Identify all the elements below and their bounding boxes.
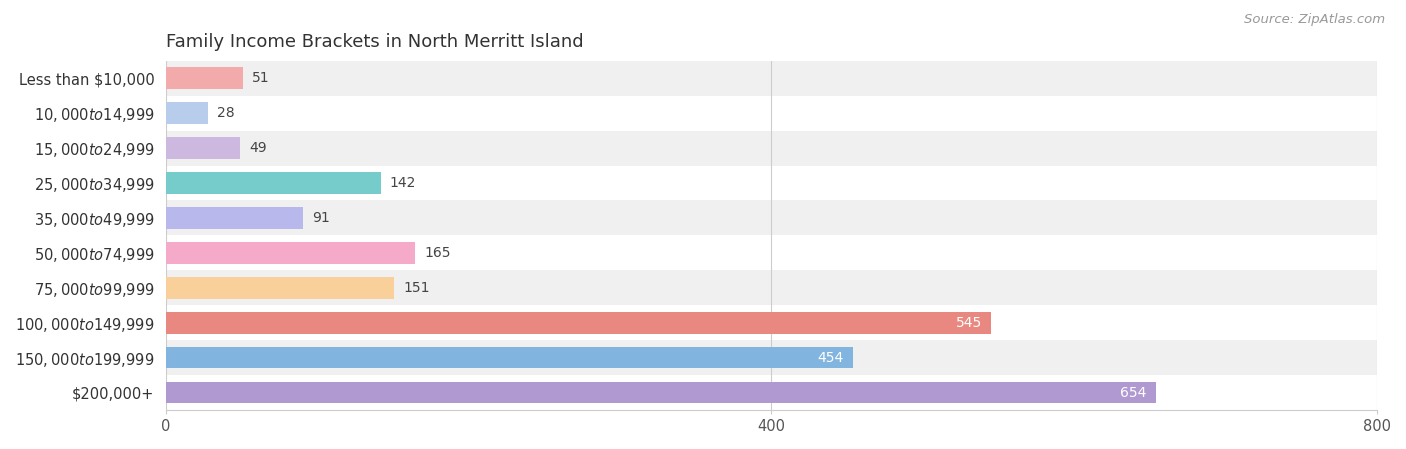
Bar xyxy=(166,166,1376,201)
Text: 454: 454 xyxy=(818,351,844,365)
Bar xyxy=(166,67,243,89)
Bar xyxy=(166,137,240,159)
Bar xyxy=(166,61,1376,96)
Text: 151: 151 xyxy=(404,281,430,295)
Bar xyxy=(166,172,381,194)
Bar xyxy=(166,347,853,369)
Bar xyxy=(166,96,1376,131)
Text: 51: 51 xyxy=(252,71,270,85)
Bar xyxy=(166,131,1376,166)
Text: 142: 142 xyxy=(389,176,416,190)
Bar xyxy=(166,207,304,229)
Text: 49: 49 xyxy=(249,141,267,155)
Text: Source: ZipAtlas.com: Source: ZipAtlas.com xyxy=(1244,13,1385,26)
Bar xyxy=(166,340,1376,375)
Text: 91: 91 xyxy=(312,211,330,225)
Bar xyxy=(166,375,1376,410)
Bar xyxy=(166,201,1376,235)
Bar xyxy=(166,382,1156,403)
Bar xyxy=(166,102,208,124)
Bar xyxy=(166,242,415,264)
Text: 28: 28 xyxy=(217,106,235,120)
Text: 165: 165 xyxy=(425,246,451,260)
Text: 654: 654 xyxy=(1121,386,1147,400)
Bar xyxy=(166,277,394,299)
Bar xyxy=(166,305,1376,340)
Text: Family Income Brackets in North Merritt Island: Family Income Brackets in North Merritt … xyxy=(166,33,583,51)
Text: 545: 545 xyxy=(956,316,981,330)
Bar xyxy=(166,312,991,334)
Bar xyxy=(166,270,1376,305)
Bar xyxy=(166,235,1376,270)
